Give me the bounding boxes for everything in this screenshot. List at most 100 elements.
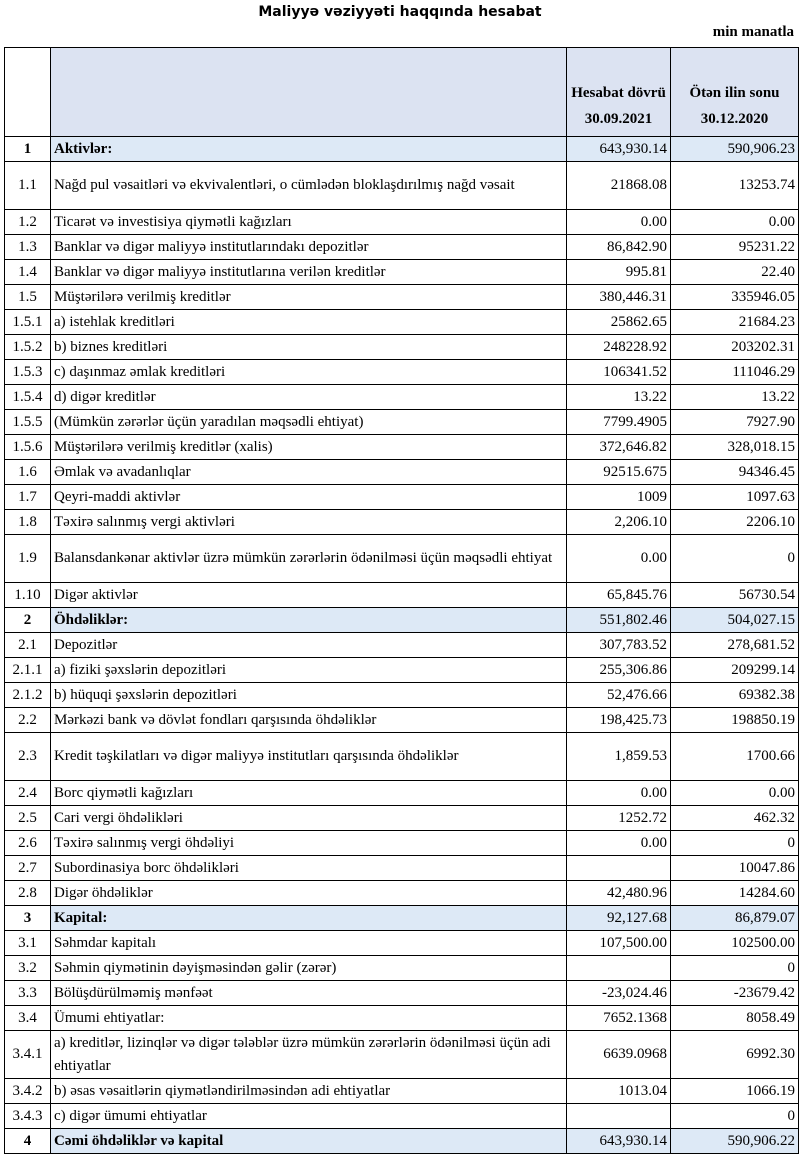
previous-period-value: 328,018.15: [670, 434, 799, 460]
previous-period-value: 0.00: [670, 780, 799, 806]
table-row: 1.9 Balansdankənar aktivlər üzrə mümkün z…: [4, 534, 799, 583]
row-number: 2.2: [4, 707, 51, 733]
previous-period-value: 111046.29: [670, 359, 799, 385]
table-row: 1.4 Banklar və digər maliyyə institutları…: [4, 259, 799, 285]
section-row: 3 Kapital: 92,127.68 86,879.07: [4, 905, 799, 931]
current-period-value: 52,476.66: [566, 682, 671, 708]
table-row: 1.5.2 b) biznes kreditləri 248228.92 203202…: [4, 334, 799, 360]
current-period-value: 255,306.86: [566, 657, 671, 683]
table-row: 1.5.6 Müştərilərə verilmiş kreditlər (xal…: [4, 434, 799, 460]
row-number: 2.3: [4, 732, 51, 781]
row-label: Əmlak və avadanlıqlar: [50, 459, 567, 485]
table-row: 3.4 Ümumi ehtiyatlar: 7652.1368 8058.49: [4, 1005, 799, 1031]
row-number: 1.1: [4, 161, 51, 210]
previous-period-value: 1700.66: [670, 732, 799, 781]
current-period-value: 7652.1368: [566, 1005, 671, 1031]
row-label: Ümumi ehtiyatlar:: [50, 1005, 567, 1031]
table-row: 2.1.1 a) fiziki şəxslərin depozitləri 255,…: [4, 657, 799, 683]
current-period-value: -23,024.46: [566, 980, 671, 1006]
row-label: a) kreditlər, lizinqlər və digər tələblə…: [50, 1030, 567, 1079]
row-label: Qeyri-maddi aktivlər: [50, 484, 567, 510]
row-number: 2.1.1: [4, 657, 51, 683]
table-row: 2.2 Mərkəzi bank və dövlət fondları qarşı…: [4, 707, 799, 733]
table-row: 1.5.4 d) digər kreditlər 13.22 13.22: [4, 384, 799, 410]
row-number: 2.7: [4, 855, 51, 881]
header-label-cell: [50, 47, 567, 137]
table-row: 1.8 Təxirə salınmış vergi aktivləri 2,206.…: [4, 509, 799, 535]
row-label: Səhmdar kapitalı: [50, 930, 567, 956]
row-label: Öhdəliklər:: [50, 607, 567, 633]
row-number: 1.2: [4, 209, 51, 235]
current-period-value: 0.00: [566, 209, 671, 235]
current-period-value: 372,646.82: [566, 434, 671, 460]
row-number: 1.5.3: [4, 359, 51, 385]
table-header-row: Hesabat dövrü 30.09.2021 Ötən ilin sonu 30…: [4, 47, 799, 137]
current-period-value: 1013.04: [566, 1078, 671, 1104]
table-row: 2.7 Subordinasiya borc öhdəlikləri 10047.8…: [4, 855, 799, 881]
current-period-value: 380,446.31: [566, 284, 671, 310]
row-label: c) digər ümumi ehtiyatlar: [50, 1103, 567, 1129]
table-row: 1.3 Banklar və digər maliyyə institutları…: [4, 234, 799, 260]
table-row: 1.6 Əmlak və avadanlıqlar 92515.675 94346.4…: [4, 459, 799, 485]
table-row: 1.10 Digər aktivlər 65,845.76 56730.54: [4, 582, 799, 608]
previous-period-value: 198850.19: [670, 707, 799, 733]
row-label: Subordinasiya borc öhdəlikləri: [50, 855, 567, 881]
row-number: 2.5: [4, 805, 51, 831]
row-label: a) fiziki şəxslərin depozitləri: [50, 657, 567, 683]
previous-period-value: 94346.45: [670, 459, 799, 485]
row-label: b) hüquqi şəxslərin depozitləri: [50, 682, 567, 708]
table-row: 2.6 Təxirə salınmış vergi öhdəliyi 0.00 0: [4, 830, 799, 856]
header-current-period: Hesabat dövrü 30.09.2021: [566, 47, 671, 137]
row-label: Müştərilərə verilmiş kreditlər (xalis): [50, 434, 567, 460]
previous-period-value: 95231.22: [670, 234, 799, 260]
financial-position-table: Hesabat dövrü 30.09.2021 Ötən ilin sonu 30…: [4, 47, 799, 1154]
row-label: Kredit təşkilatları və digər maliyyə ins…: [50, 732, 567, 781]
row-label: Bölüşdürülməmiş mənfəət: [50, 980, 567, 1006]
row-number: 3: [4, 905, 51, 931]
row-label: b) əsas vəsaitlərin qiymətləndirilməsind…: [50, 1078, 567, 1104]
current-period-value: 551,802.46: [566, 607, 671, 633]
current-period-value: 307,783.52: [566, 632, 671, 658]
row-number: 1.3: [4, 234, 51, 260]
row-label: Ticarət və investisiya qiymətli kağızlar…: [50, 209, 567, 235]
table-row: 3.4.3 c) digər ümumi ehtiyatlar 0: [4, 1103, 799, 1129]
row-label: d) digər kreditlər: [50, 384, 567, 410]
row-number: 2.1: [4, 632, 51, 658]
header-previous-period: Ötən ilin sonu 30.12.2020: [670, 47, 799, 137]
current-period-value: 2,206.10: [566, 509, 671, 535]
current-period-value: 21868.08: [566, 161, 671, 210]
current-period-value: [566, 955, 671, 981]
table-row: 3.4.1 a) kreditlər, lizinqlər və digər tə…: [4, 1030, 799, 1079]
row-number: 3.4.2: [4, 1078, 51, 1104]
row-label: Səhmin qiymətinin dəyişməsindən gəlir (z…: [50, 955, 567, 981]
current-period-value: 1009: [566, 484, 671, 510]
row-number: 3.2: [4, 955, 51, 981]
row-number: 2: [4, 607, 51, 633]
previous-period-value: 1066.19: [670, 1078, 799, 1104]
current-period-value: 0.00: [566, 830, 671, 856]
table-row: 3.2 Səhmin qiymətinin dəyişməsindən gəlir…: [4, 955, 799, 981]
current-period-value: 6639.0968: [566, 1030, 671, 1079]
row-label: a) istehlak kreditləri: [50, 309, 567, 335]
row-number: 2.4: [4, 780, 51, 806]
previous-period-value: 2206.10: [670, 509, 799, 535]
row-number: 3.4.1: [4, 1030, 51, 1079]
table-row: 1.7 Qeyri-maddi aktivlər 1009 1097.63: [4, 484, 799, 510]
table-row: 1.5.3 c) daşınmaz əmlak kreditləri 106341.…: [4, 359, 799, 385]
previous-period-value: 69382.38: [670, 682, 799, 708]
previous-period-value: 10047.86: [670, 855, 799, 881]
table-row: 2.3 Kredit təşkilatları və digər maliyyə …: [4, 732, 799, 781]
current-period-value: 107,500.00: [566, 930, 671, 956]
previous-period-value: 209299.14: [670, 657, 799, 683]
table-row: 2.1.2 b) hüquqi şəxslərin depozitləri 52,4…: [4, 682, 799, 708]
previous-period-value: 7927.90: [670, 409, 799, 435]
row-label: Cəmi öhdəliklər və kapital: [50, 1128, 567, 1154]
row-label: Aktivlər:: [50, 136, 567, 162]
current-period-value: 0.00: [566, 780, 671, 806]
table-row: 1.1 Nağd pul vəsaitləri və ekvivalentləri…: [4, 161, 799, 210]
previous-period-value: 590,906.23: [670, 136, 799, 162]
previous-period-value: 13.22: [670, 384, 799, 410]
row-label: c) daşınmaz əmlak kreditləri: [50, 359, 567, 385]
row-label: Təxirə salınmış vergi öhdəliyi: [50, 830, 567, 856]
row-number: 1.7: [4, 484, 51, 510]
